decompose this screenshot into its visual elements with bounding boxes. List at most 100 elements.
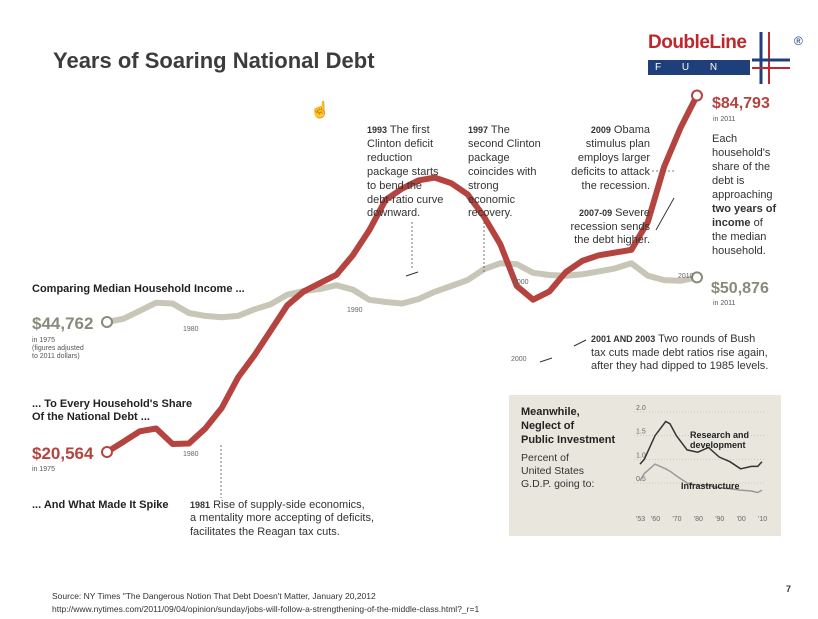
debt-start-note: in 1975 — [32, 466, 55, 473]
year-2000-debt: 2000 — [511, 356, 527, 363]
doubleline-logo: DoubleLine F U N D S ® — [648, 30, 808, 88]
year-2000-income: 2000 — [513, 279, 529, 286]
svg-text:1993 The first: 1993 The first — [367, 124, 430, 136]
svg-text:2009 Obama: 2009 Obama — [591, 124, 651, 136]
inset-y-tick-label: 1.5 — [636, 429, 646, 436]
footer-url[interactable]: http://www.nytimes.com/2011/09/04/opinio… — [52, 604, 480, 614]
svg-text:reduction: reduction — [367, 152, 412, 164]
svg-text:second Clinton: second Clinton — [468, 138, 541, 150]
debt-start-marker — [101, 446, 113, 458]
annotation-1981: 1981 Rise of supply-side economics, a me… — [190, 499, 374, 538]
inset-heading: Meanwhile, — [521, 406, 580, 418]
right-note-line: household's — [712, 147, 771, 159]
logo-subtitle: F U N D S — [648, 60, 750, 88]
page-number: 7 — [786, 584, 792, 594]
debt-end-marker — [691, 89, 703, 102]
annotation-2000-arrow — [539, 357, 553, 363]
annotation-2001-arrow — [573, 339, 587, 347]
svg-text:downward.: downward. — [367, 207, 420, 219]
hand-cursor-icon: ☝ — [310, 102, 330, 119]
income-end-marker — [691, 271, 703, 284]
spike-heading: ... And What Made It Spike — [32, 499, 169, 511]
income-start-value: $44,762 — [32, 314, 93, 333]
svg-text:package starts: package starts — [367, 166, 439, 178]
inset-heading: Neglect of — [521, 420, 575, 432]
svg-text:recession sends: recession sends — [571, 221, 651, 233]
inset-subheading: United States — [521, 465, 584, 477]
svg-text:a mentality more accepting of: a mentality more accepting of deficits, — [190, 512, 374, 524]
svg-text:the debt higher.: the debt higher. — [574, 234, 650, 246]
year-1980-income: 1980 — [183, 326, 199, 333]
inset-x-tick-label: '70 — [672, 516, 681, 523]
income-start-note-3: to 2011 dollars) — [32, 353, 80, 360]
annotation-2007-arrow — [655, 197, 675, 231]
svg-text:the recession.: the recession. — [582, 180, 650, 192]
right-note-line: Each — [712, 133, 737, 145]
debt-heading-2: Of the National Debt ... — [32, 411, 150, 423]
svg-text:debt-ratio curve: debt-ratio curve — [367, 194, 443, 206]
inset-subheading: G.D.P. going to: — [521, 478, 594, 490]
svg-text:coincides with: coincides with — [468, 166, 536, 178]
right-note-bold-line: income of — [712, 217, 764, 229]
income-start-note-2: (figures adjusted — [32, 345, 84, 352]
svg-text:to bend the: to bend the — [367, 180, 422, 192]
inset-infrastructure-label: Infrastructure — [681, 481, 740, 491]
debt-end-value: $84,793 — [712, 95, 770, 112]
debt-heading-1: ... To Every Household's Share — [32, 398, 192, 410]
page-title: Years of Soaring National Debt — [53, 48, 375, 73]
svg-text:Clinton deficit: Clinton deficit — [367, 138, 433, 150]
debt-series-line — [105, 94, 700, 455]
svg-text:1981 Rise of supply-side econo: 1981 Rise of supply-side economics, — [190, 499, 365, 511]
inset-x-tick-label: '80 — [694, 516, 703, 523]
right-note-line: approaching — [712, 189, 773, 201]
right-note-line: share of the — [712, 161, 770, 173]
inset-x-tick-label: '10 — [758, 516, 767, 523]
income-start-marker — [101, 316, 113, 328]
inset-x-tick-label: '00 — [737, 516, 746, 523]
inset-panel: Meanwhile, Neglect of Public Investment … — [509, 395, 781, 536]
svg-text:economic: economic — [468, 194, 516, 206]
inset-rd-label: Research and — [690, 430, 749, 440]
inset-y-tick-label: 2.0 — [636, 405, 646, 412]
logo-registered: ® — [794, 34, 803, 48]
inset-gridlines — [634, 411, 766, 484]
inset-x-tick-label: '53 — [636, 516, 645, 523]
svg-text:1997 The: 1997 The — [468, 124, 510, 136]
footer-source: Source: NY Times "The Dangerous Notion T… — [52, 591, 376, 601]
annotation-2009: 2009 Obama stimulus plan employs larger … — [571, 124, 651, 192]
debt-start-value: $20,564 — [32, 444, 94, 463]
right-side-note: Each household's share of the debt is ap… — [712, 133, 777, 257]
inset-infrastructure-line — [639, 463, 763, 494]
right-note-line: debt is — [712, 175, 745, 187]
logo-crosshair-icon — [752, 32, 790, 84]
inset-x-tick-label: '60 — [651, 516, 660, 523]
annotation-2001: 2001 AND 2003 Two rounds of Bush tax cut… — [591, 333, 768, 372]
svg-text:after they had dipped to 1985: after they had dipped to 1985 levels. — [591, 360, 768, 372]
svg-text:strong: strong — [468, 180, 499, 192]
income-end-note: in 2011 — [713, 300, 736, 307]
inset-subheading: Percent of — [521, 452, 569, 464]
svg-text:stimulus plan: stimulus plan — [586, 138, 650, 150]
svg-text:package: package — [468, 152, 510, 164]
income-end-value: $50,876 — [711, 280, 769, 297]
svg-text:facilitates the Reagan tax cut: facilitates the Reagan tax cuts. — [190, 526, 340, 538]
income-heading: Comparing Median Household Income ... — [32, 283, 245, 295]
year-1980-debt: 1980 — [183, 451, 199, 458]
svg-text:employs larger: employs larger — [578, 152, 650, 164]
income-start-note-1: in 1975 — [32, 337, 55, 344]
debt-end-note: in 2011 — [713, 116, 736, 123]
inset-x-tick-label: '90 — [715, 516, 724, 523]
annotation-1997: 1997 The second Clinton package coincide… — [468, 124, 541, 219]
svg-text:2001 AND 2003 Two rounds of Bu: 2001 AND 2003 Two rounds of Bush — [591, 333, 755, 345]
income-series-line — [106, 260, 698, 325]
annotation-2007: 2007-09 Severe recession sends the debt … — [571, 207, 651, 246]
inset-x-ticks: '53 '60 '70 '80 '90 '00 '10 — [636, 516, 767, 523]
svg-text:tax cuts made debt ratios rise: tax cuts made debt ratios rise again, — [591, 347, 768, 359]
annotation-1993: 1993 The first Clinton deficit reduction… — [367, 124, 443, 219]
inset-rd-label: development — [690, 440, 746, 450]
year-1990: 1990 — [347, 307, 363, 314]
inset-y-tick-label: 1.0 — [636, 452, 646, 459]
right-note-line: household. — [712, 245, 766, 257]
svg-text:deficits to attack: deficits to attack — [571, 166, 650, 178]
